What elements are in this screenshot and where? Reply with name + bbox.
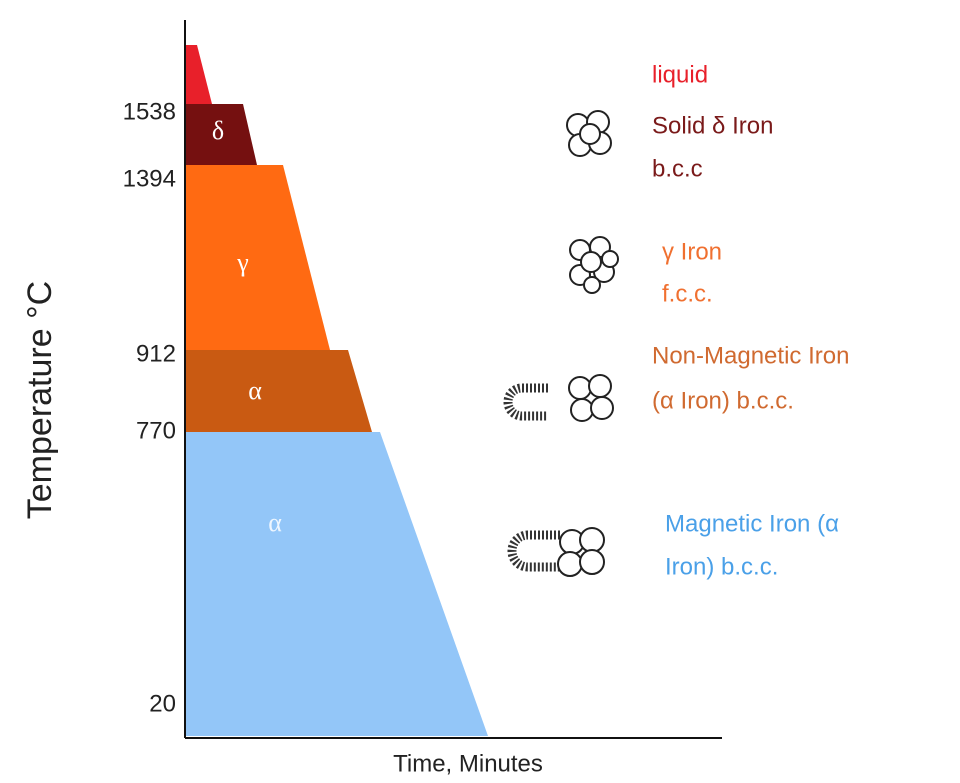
y-tick-label: 20 xyxy=(149,690,176,717)
gamma-region xyxy=(185,165,330,350)
x-axis-label: Time, Minutes xyxy=(393,750,543,777)
bcc-icon xyxy=(567,111,611,156)
y-axis-label: Temperature °C xyxy=(21,281,59,519)
alpha-mag-region xyxy=(185,432,488,736)
y-tick-label: 1538 xyxy=(123,98,176,125)
annotation: γ Iron xyxy=(662,238,722,265)
alpha-nonmag-region xyxy=(185,350,372,432)
annotation: liquid xyxy=(652,61,708,88)
annotation: Iron) b.c.c. xyxy=(665,553,778,580)
y-tick-label: 1394 xyxy=(123,165,176,192)
annotation: Magnetic Iron (α xyxy=(665,510,839,537)
annotation: Solid δ Iron xyxy=(652,112,773,139)
phase-symbol: α xyxy=(268,508,282,537)
y-tick-label: 770 xyxy=(136,417,176,444)
magnet-bcc-icon xyxy=(512,528,604,576)
annotation: f.c.c. xyxy=(662,280,713,307)
y-tick-label: 912 xyxy=(136,340,176,367)
annotation: Non-Magnetic Iron xyxy=(652,342,849,369)
magnet-bcc-icon xyxy=(508,375,613,421)
fcc-icon xyxy=(570,237,618,293)
annotation: (α Iron) b.c.c. xyxy=(652,387,794,414)
phase-symbol: γ xyxy=(236,248,249,277)
phase-symbol: δ xyxy=(212,116,224,145)
phase-symbol: α xyxy=(248,376,262,405)
diagram: Temperature °C Time, Minutes 1538 1394 9… xyxy=(0,0,960,783)
liquid-region xyxy=(185,45,212,104)
annotation: b.c.c xyxy=(652,155,703,182)
